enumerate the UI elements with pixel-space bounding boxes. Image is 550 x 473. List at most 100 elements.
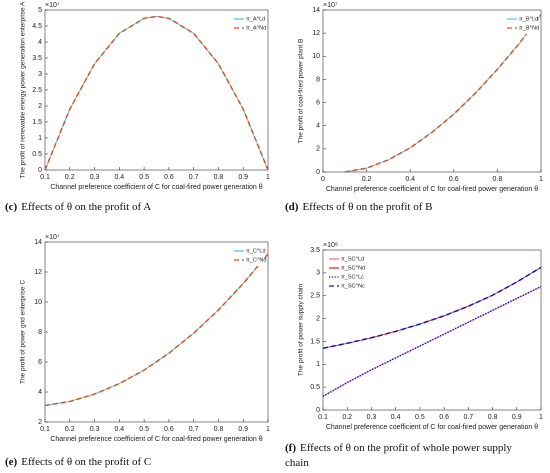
legend-label: π_SC^Ld	[341, 256, 364, 262]
x-tick-label: 0.5	[139, 426, 149, 433]
series-line	[344, 14, 542, 173]
y-axis-label: The profit of renewable energy power gen…	[20, 1, 27, 178]
y-tick-label: 0.5	[32, 151, 42, 158]
y-axis-label: The profit of coal-fired power plant B	[298, 39, 305, 144]
x-tick-label: 1	[266, 174, 270, 181]
x-tick-label: 0.3	[90, 426, 100, 433]
legend-label: π_SC^Lc	[341, 274, 364, 280]
y-tick-label: 8	[316, 76, 320, 83]
y-tick-label: 14	[312, 7, 320, 14]
x-tick-label: 0.6	[449, 176, 459, 183]
x-tick-label: 0.9	[238, 426, 248, 433]
x-tick-label: 0.4	[391, 414, 401, 421]
multiplier: ×10⁸	[323, 242, 338, 249]
x-tick-label: 0.7	[463, 414, 473, 421]
y-tick-label: 2	[38, 103, 42, 110]
x-tick-label: 0.5	[415, 414, 425, 421]
x-axis-label: Channel preference coefficient of C for …	[50, 184, 262, 191]
caption-text: Effects of θ on the profit of A	[21, 201, 152, 213]
y-tick-label: 2.5	[310, 293, 320, 300]
x-tick-label: 0.1	[318, 414, 328, 421]
y-tick-label: 3	[316, 270, 320, 277]
plot-area	[322, 249, 542, 411]
y-tick-label: 0	[38, 167, 42, 174]
plot-area	[44, 241, 269, 423]
legend-label: π_SC^Nc	[341, 283, 365, 289]
caption: (c) Effects of θ on the profit of A	[5, 200, 265, 215]
y-tick-label: 10	[34, 299, 42, 306]
legend-label: π_B^Nd	[519, 25, 539, 31]
caption-label: (e)	[5, 456, 18, 468]
x-tick-label: 0.1	[40, 426, 50, 433]
y-tick-label: 4	[38, 39, 42, 46]
multiplier: ×10⁷	[45, 2, 60, 9]
y-tick-label: 4	[316, 123, 320, 130]
y-tick-label: 12	[34, 269, 42, 276]
x-tick-label: 0.3	[90, 174, 100, 181]
plot-area	[44, 9, 269, 171]
y-tick-label: 3	[38, 71, 42, 78]
plot-area	[322, 9, 542, 173]
x-tick-label: 0.8	[214, 426, 224, 433]
y-tick-label: 2.5	[32, 87, 42, 94]
y-tick-label: 2	[316, 315, 320, 322]
x-tick-label: 0.2	[65, 174, 75, 181]
y-tick-label: 8	[38, 329, 42, 336]
legend-label: π_C^Nd	[246, 257, 266, 263]
legend-label: π_A^Nd	[246, 25, 266, 31]
x-tick-label: 0.2	[342, 414, 352, 421]
x-tick-label: 0.8	[493, 176, 503, 183]
x-tick-label: 1	[539, 414, 543, 421]
x-tick-label: 0.7	[189, 426, 199, 433]
x-tick-label: 0.5	[139, 174, 149, 181]
x-tick-label: 0.6	[164, 426, 174, 433]
x-tick-label: 0.2	[65, 426, 75, 433]
y-tick-label: 0	[316, 407, 320, 414]
y-tick-label: 3.5	[310, 247, 320, 254]
y-tick-label: 1	[38, 135, 42, 142]
y-tick-label: 4	[38, 389, 42, 396]
y-tick-label: 12	[312, 30, 320, 37]
x-tick-label: 0.9	[512, 414, 522, 421]
caption: (d) Effects of θ on the profit of B	[285, 200, 545, 215]
y-tick-label: 0.5	[310, 384, 320, 391]
y-tick-label: 6	[38, 359, 42, 366]
series-line	[44, 253, 269, 407]
x-tick-label: 1	[266, 426, 270, 433]
y-tick-label: 1.5	[310, 338, 320, 345]
caption-text: Effects of θ on the profit of whole powe…	[285, 442, 512, 469]
series-line	[322, 266, 542, 350]
legend-label: π_SC^Nd	[341, 265, 365, 271]
y-tick-label: 14	[34, 239, 42, 246]
x-tick-label: 0.8	[214, 174, 224, 181]
multiplier: ×10⁷	[323, 2, 338, 9]
legend-label: π_A^Ld	[246, 16, 265, 22]
y-tick-label: 5	[38, 7, 42, 14]
x-tick-label: 0.4	[405, 176, 415, 183]
x-tick-label: 0.2	[362, 176, 372, 183]
caption-label: (d)	[285, 201, 299, 213]
x-tick-label: 0.7	[189, 174, 199, 181]
y-tick-label: 10	[312, 53, 320, 60]
x-axis-label: Channel preference coefficient of C for …	[50, 436, 262, 443]
y-tick-label: 1.5	[32, 119, 42, 126]
caption-text: Effects of θ on the profit of B	[302, 201, 433, 213]
y-tick-label: 3.5	[32, 55, 42, 62]
y-tick-label: 1	[316, 361, 320, 368]
y-axis-label: The profit of power supply chain	[298, 284, 305, 377]
caption: (f) Effects of θ on the profit of whole p…	[285, 441, 535, 471]
caption-label: (c)	[5, 201, 18, 213]
y-tick-label: 2	[316, 146, 320, 153]
y-tick-label: 0	[316, 169, 320, 176]
y-axis-label: The profit of power grid enterprise C	[20, 280, 27, 384]
x-tick-label: 0.9	[238, 174, 248, 181]
multiplier: ×10⁷	[45, 234, 60, 241]
legend-label: π_C^Ld	[246, 248, 266, 254]
y-tick-label: 4.5	[32, 23, 42, 30]
x-tick-label: 0.8	[488, 414, 498, 421]
x-tick-label: 0.4	[114, 426, 124, 433]
x-tick-label: 0.4	[114, 174, 124, 181]
x-tick-label: 0.6	[164, 174, 174, 181]
caption-text: Effects of θ on the profit of C	[21, 456, 152, 468]
